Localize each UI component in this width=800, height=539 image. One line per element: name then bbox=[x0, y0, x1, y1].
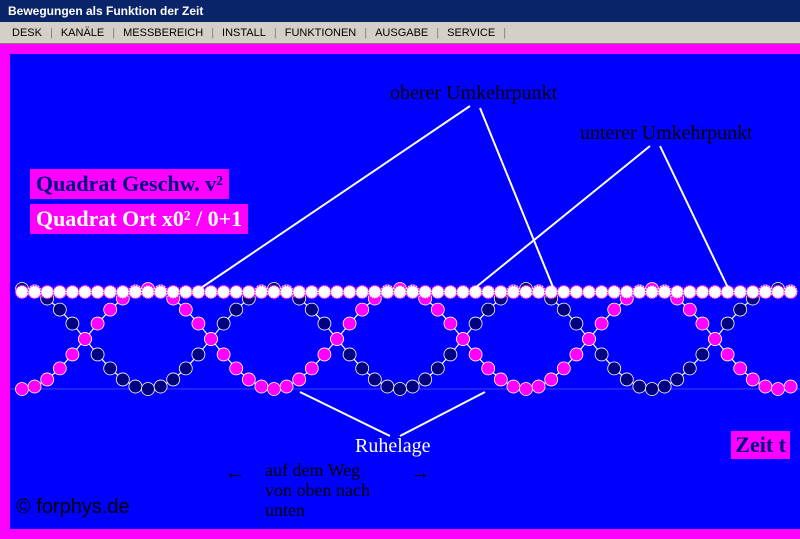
menu-separator: | bbox=[272, 27, 279, 39]
menu-separator: | bbox=[209, 27, 216, 39]
menubar: DESK|KANÄLE|MESSBEREICH|INSTALL|FUNKTION… bbox=[0, 22, 800, 44]
menu-separator: | bbox=[48, 27, 55, 39]
window-title: Bewegungen als Funktion der Zeit bbox=[8, 4, 203, 18]
arrow-right-icon: → bbox=[410, 462, 430, 485]
menu-separator: | bbox=[434, 27, 441, 39]
plot-area: Quadrat Geschw. v² Quadrat Ort x0² / 0+1… bbox=[10, 54, 800, 529]
annotation-onway-line2: von oben nach bbox=[265, 480, 370, 501]
annotation-lower-turn: unterer Umkehrpunkt bbox=[580, 122, 753, 145]
x-axis-label: Zeit t bbox=[731, 431, 790, 459]
annotation-upper-turn: oberer Umkehrpunkt bbox=[390, 82, 557, 105]
annotation-rest-position: Ruhelage bbox=[355, 435, 431, 458]
menu-item-ausgabe[interactable]: AUSGABE bbox=[369, 25, 434, 41]
annotation-onway-line1: auf dem Weg bbox=[265, 460, 360, 481]
menu-item-install[interactable]: INSTALL bbox=[216, 25, 272, 41]
annotation-onway-line3: unten bbox=[265, 500, 305, 521]
menu-separator: | bbox=[110, 27, 117, 39]
plot-frame: Quadrat Geschw. v² Quadrat Ort x0² / 0+1… bbox=[0, 44, 800, 539]
menu-item-desk[interactable]: DESK bbox=[6, 25, 48, 41]
window-titlebar: Bewegungen als Funktion der Zeit bbox=[0, 0, 800, 22]
arrow-left-icon: ← bbox=[225, 462, 245, 485]
menu-item-messbereich[interactable]: MESSBEREICH bbox=[117, 25, 209, 41]
legend-series-2: Quadrat Ort x0² / 0+1 bbox=[30, 204, 248, 234]
legend-series-1: Quadrat Geschw. v² bbox=[30, 169, 229, 199]
menu-item-funktionen[interactable]: FUNKTIONEN bbox=[279, 25, 363, 41]
menu-item-service[interactable]: SERVICE bbox=[441, 25, 501, 41]
menu-item-kanäle[interactable]: KANÄLE bbox=[55, 25, 110, 41]
watermark: © forphys.de bbox=[16, 496, 130, 519]
menu-separator: | bbox=[362, 27, 369, 39]
menu-separator: | bbox=[501, 27, 508, 39]
